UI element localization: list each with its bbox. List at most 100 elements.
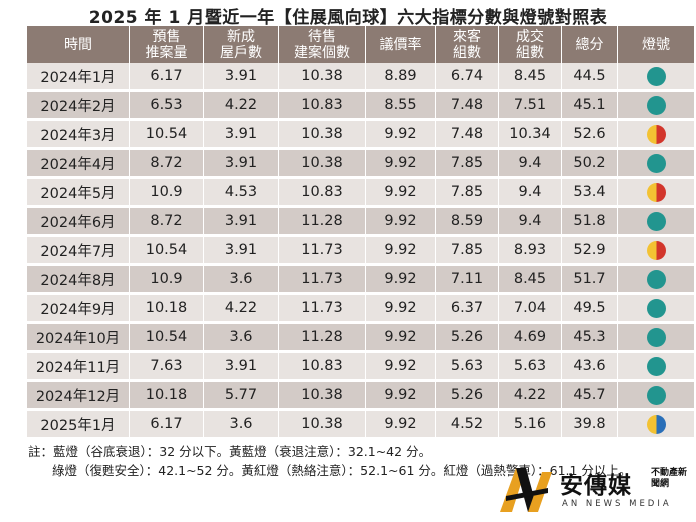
publisher-logo-english: AN NEWS MEDIA bbox=[562, 499, 672, 509]
column-header-new-units: 新成 屋戶數 bbox=[204, 26, 279, 63]
cell-light bbox=[618, 353, 694, 382]
cell-bargain: 9.92 bbox=[366, 208, 436, 237]
column-header-line: 組數 bbox=[453, 44, 481, 61]
cell-pending: 11.28 bbox=[279, 324, 366, 353]
cell-total: 49.5 bbox=[562, 295, 618, 324]
cell-total: 43.6 bbox=[562, 353, 618, 382]
cell-visitors: 6.74 bbox=[436, 63, 499, 92]
cell-new-units: 3.91 bbox=[204, 150, 279, 179]
publisher-logo-mark-icon bbox=[500, 468, 552, 512]
column-header-line: 成交 bbox=[516, 28, 544, 45]
table-row: 2024年7月 10.54 3.91 11.73 9.92 7.85 8.93 52.9 bbox=[27, 237, 694, 266]
cell-new-units: 3.91 bbox=[204, 353, 279, 382]
column-header-time: 時間 bbox=[27, 26, 130, 63]
cell-deals: 9.4 bbox=[499, 150, 562, 179]
column-header-deals: 成交 組數 bbox=[499, 26, 562, 63]
cell-visitors: 5.63 bbox=[436, 353, 499, 382]
cell-bargain: 9.92 bbox=[366, 382, 436, 411]
column-header-total: 總分 bbox=[562, 26, 618, 63]
cell-presale: 10.18 bbox=[130, 295, 204, 324]
cell-time: 2024年4月 bbox=[27, 150, 130, 179]
cell-bargain: 9.92 bbox=[366, 411, 436, 440]
cell-pending: 11.73 bbox=[279, 237, 366, 266]
table-row: 2024年6月 8.72 3.91 11.28 9.92 8.59 9.4 51.8 bbox=[27, 208, 694, 237]
cell-total: 50.2 bbox=[562, 150, 618, 179]
cell-deals: 7.51 bbox=[499, 92, 562, 121]
publisher-logo-name: 安傳媒 bbox=[560, 473, 632, 499]
column-header-light: 燈號 bbox=[618, 26, 694, 63]
cell-visitors: 8.59 bbox=[436, 208, 499, 237]
cell-time: 2024年3月 bbox=[27, 121, 130, 150]
cell-pending: 10.38 bbox=[279, 382, 366, 411]
yellow-red-light-icon bbox=[646, 182, 666, 202]
cell-visitors: 4.52 bbox=[436, 411, 499, 440]
cell-total: 51.8 bbox=[562, 208, 618, 237]
cell-time: 2024年8月 bbox=[27, 266, 130, 295]
cell-light bbox=[618, 179, 694, 208]
green-light-icon bbox=[646, 356, 666, 376]
cell-presale: 10.54 bbox=[130, 121, 204, 150]
yellow-red-light-icon bbox=[646, 240, 666, 260]
cell-visitors: 5.26 bbox=[436, 382, 499, 411]
cell-new-units: 3.6 bbox=[204, 324, 279, 353]
green-light-icon bbox=[646, 153, 666, 173]
green-light-icon bbox=[646, 66, 666, 86]
table-row: 2024年4月 8.72 3.91 10.38 9.92 7.85 9.4 50.2 bbox=[27, 150, 694, 179]
cell-visitors: 6.37 bbox=[436, 295, 499, 324]
cell-time: 2024年9月 bbox=[27, 295, 130, 324]
cell-new-units: 4.53 bbox=[204, 179, 279, 208]
cell-deals: 8.45 bbox=[499, 266, 562, 295]
cell-bargain: 9.92 bbox=[366, 150, 436, 179]
green-light-icon bbox=[646, 327, 666, 347]
cell-total: 52.6 bbox=[562, 121, 618, 150]
column-header-line: 新成 bbox=[227, 28, 255, 45]
cell-pending: 10.38 bbox=[279, 121, 366, 150]
cell-light bbox=[618, 63, 694, 92]
green-light-icon bbox=[646, 95, 666, 115]
column-header-line: 燈號 bbox=[642, 36, 670, 53]
cell-light bbox=[618, 92, 694, 121]
cell-deals: 7.04 bbox=[499, 295, 562, 324]
cell-visitors: 7.48 bbox=[436, 121, 499, 150]
cell-presale: 10.9 bbox=[130, 266, 204, 295]
cell-pending: 10.38 bbox=[279, 150, 366, 179]
cell-time: 2024年11月 bbox=[27, 353, 130, 382]
cell-new-units: 3.91 bbox=[204, 237, 279, 266]
cell-deals: 5.63 bbox=[499, 353, 562, 382]
cell-pending: 11.73 bbox=[279, 295, 366, 324]
cell-time: 2024年5月 bbox=[27, 179, 130, 208]
cell-new-units: 5.77 bbox=[204, 382, 279, 411]
table-row: 2024年2月 6.53 4.22 10.83 8.55 7.48 7.51 45.1 bbox=[27, 92, 694, 121]
cell-pending: 10.83 bbox=[279, 179, 366, 208]
cell-new-units: 3.6 bbox=[204, 411, 279, 440]
column-header-line: 組數 bbox=[516, 44, 544, 61]
cell-bargain: 9.92 bbox=[366, 266, 436, 295]
table-body: 2024年1月 6.17 3.91 10.38 8.89 6.74 8.45 44.5 2024… bbox=[27, 63, 694, 440]
cell-light bbox=[618, 237, 694, 266]
cell-time: 2024年10月 bbox=[27, 324, 130, 353]
column-header-line: 總分 bbox=[575, 36, 604, 53]
cell-new-units: 3.91 bbox=[204, 63, 279, 92]
cell-pending: 11.28 bbox=[279, 208, 366, 237]
cell-new-units: 3.91 bbox=[204, 208, 279, 237]
cell-visitors: 7.85 bbox=[436, 179, 499, 208]
cell-total: 39.8 bbox=[562, 411, 618, 440]
table-row: 2024年10月 10.54 3.6 11.28 9.92 5.26 4.69 45.3 bbox=[27, 324, 694, 353]
cell-presale: 10.18 bbox=[130, 382, 204, 411]
cell-presale: 10.54 bbox=[130, 237, 204, 266]
green-light-icon bbox=[646, 269, 666, 289]
table-row: 2024年11月 7.63 3.91 10.83 9.92 5.63 5.63 43.6 bbox=[27, 353, 694, 382]
cell-light bbox=[618, 411, 694, 440]
green-light-icon bbox=[646, 211, 666, 231]
cell-pending: 10.83 bbox=[279, 92, 366, 121]
cell-new-units: 4.22 bbox=[204, 295, 279, 324]
column-header-line: 建案個數 bbox=[294, 44, 350, 61]
cell-bargain: 9.92 bbox=[366, 324, 436, 353]
column-header-visitors: 來客 組數 bbox=[436, 26, 499, 63]
cell-visitors: 7.85 bbox=[436, 150, 499, 179]
table-row: 2024年12月 10.18 5.77 10.38 9.92 5.26 4.22 45.7 bbox=[27, 382, 694, 411]
cell-deals: 8.45 bbox=[499, 63, 562, 92]
cell-presale: 10.9 bbox=[130, 179, 204, 208]
cell-pending: 10.38 bbox=[279, 411, 366, 440]
cell-light bbox=[618, 150, 694, 179]
